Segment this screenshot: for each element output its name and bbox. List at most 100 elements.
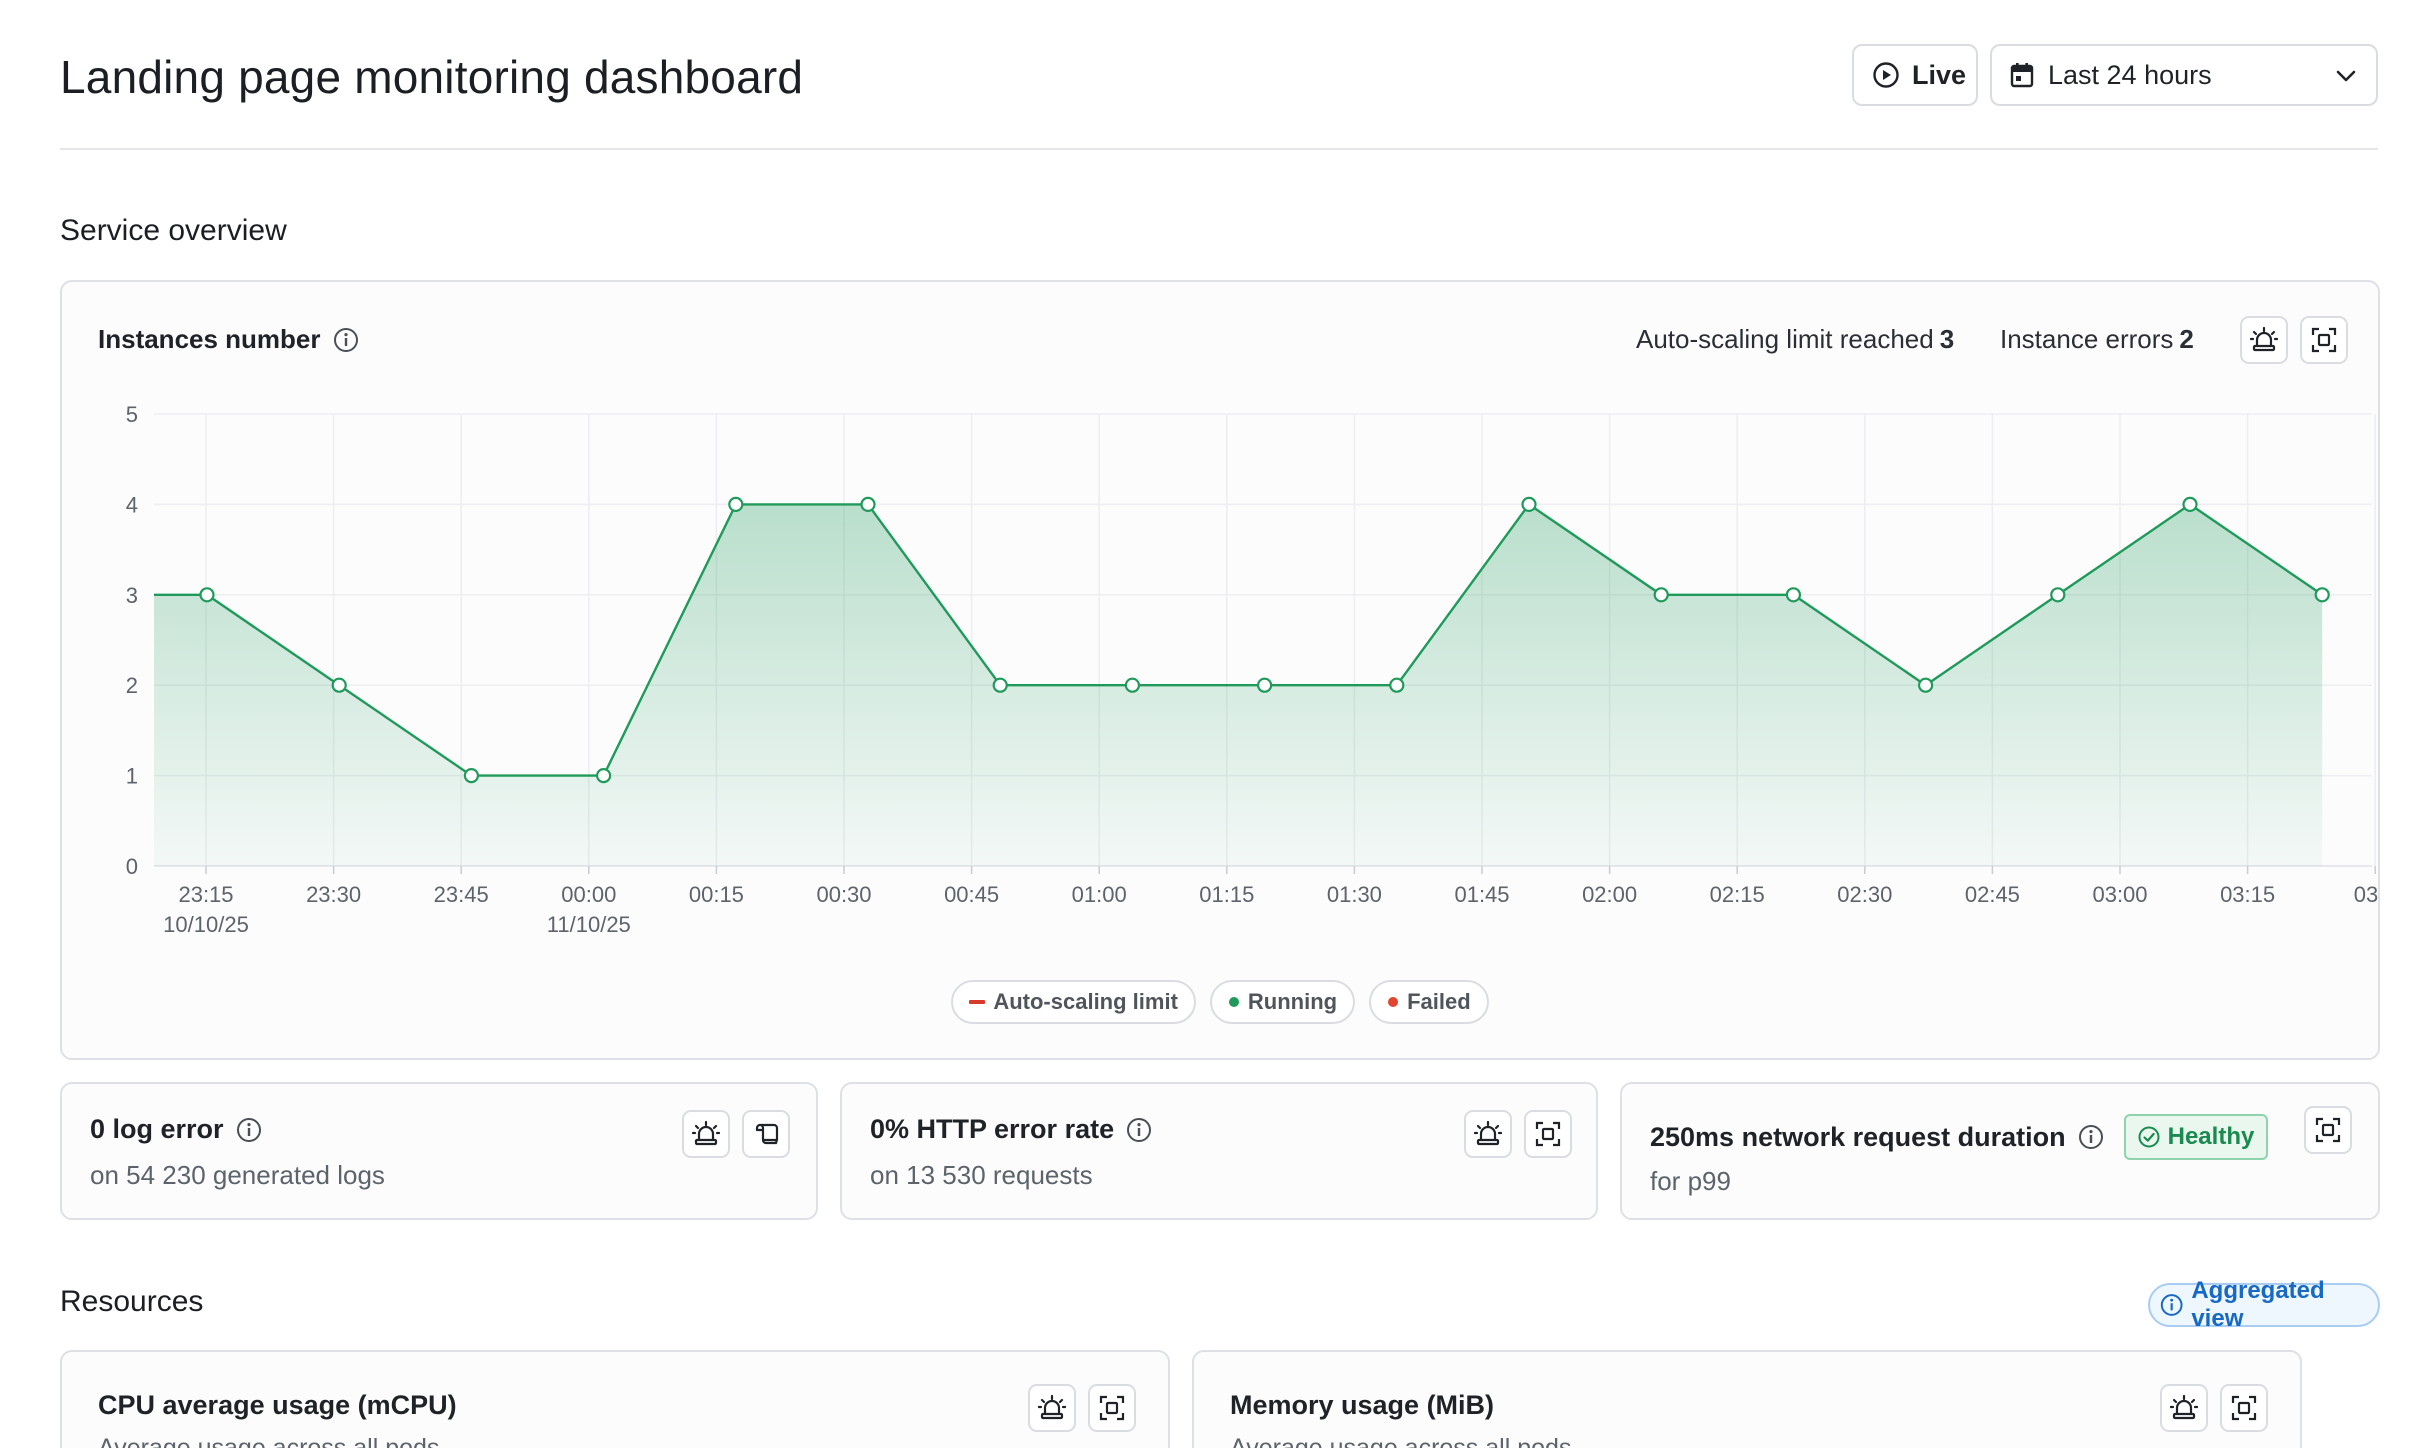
x-tick-label: 00:15 [689, 882, 744, 907]
check-circle-icon [2138, 1126, 2160, 1148]
x-tick-label: 23:15 [178, 882, 233, 907]
siren-icon [1038, 1394, 1066, 1420]
network-duration-card: 250ms network request duration Healthy f… [1620, 1082, 2380, 1220]
scroll-icon [755, 1123, 779, 1145]
alert-rule-button[interactable] [2160, 1384, 2208, 1432]
chevron-down-icon [2336, 70, 2356, 82]
metric-title-label: 0 log error [90, 1114, 224, 1144]
resource-card-subtitle: Average usage across all pods [98, 1434, 440, 1448]
status-badge-label: Healthy [2167, 1123, 2255, 1150]
autoscaling-limit-value: 3 [1939, 324, 1955, 354]
info-icon[interactable] [333, 327, 359, 353]
expand-chart-button[interactable] [1088, 1384, 1136, 1432]
time-range-value: Last 24 hours [2048, 59, 2212, 90]
chart-title: Instances number [98, 324, 359, 355]
legend-label: Auto-scaling limit [993, 989, 1178, 1014]
alert-rule-button[interactable] [1028, 1384, 1076, 1432]
siren-icon [692, 1120, 720, 1146]
fullscreen-icon [2315, 1117, 2341, 1143]
play-circle-icon [1873, 62, 1899, 88]
data-point [2050, 587, 2066, 603]
page-title: Landing page monitoring dashboard [60, 51, 804, 103]
x-tick-label: 03:00 [2092, 882, 2147, 907]
expand-chart-button[interactable] [1524, 1110, 1572, 1158]
chart-title-label: Instances number [98, 324, 321, 354]
data-point [199, 587, 215, 603]
data-point [1917, 677, 1934, 693]
siren-icon [1474, 1120, 1502, 1146]
data-point [2182, 496, 2198, 512]
instances-chart-card: Instances number Auto-scaling limit reac… [60, 280, 2380, 1060]
expand-chart-button[interactable] [2300, 316, 2348, 364]
x-tick-label: 02:30 [1837, 882, 1892, 907]
fullscreen-icon [2231, 1395, 2257, 1421]
data-point [1256, 677, 1273, 693]
autoscaling-limit-stat: Auto-scaling limit reached 3 [1636, 324, 1954, 355]
legend-item-running[interactable]: Running [1209, 980, 1356, 1024]
legend-item-failed[interactable]: Failed [1369, 980, 1489, 1024]
resource-card-subtitle: Average usage across all pods [1230, 1434, 1572, 1448]
x-tick-label: 00:45 [944, 882, 999, 907]
data-point [860, 496, 876, 512]
siren-icon [2250, 326, 2278, 352]
legend-item-autoscaling-limit[interactable]: Auto-scaling limit [951, 980, 1196, 1024]
resource-card-title: Memory usage (MiB) [1230, 1390, 1495, 1420]
alert-rule-button[interactable] [2240, 316, 2288, 364]
y-tick-label: 5 [126, 402, 138, 427]
info-icon [2160, 1294, 2183, 1316]
live-button[interactable]: Live [1852, 44, 1978, 106]
green-dot-icon [1228, 997, 1239, 1007]
y-tick-label: 3 [126, 583, 138, 608]
x-tick-label: 02:00 [1582, 882, 1637, 907]
section-title-service-overview: Service overview [60, 214, 287, 247]
legend-label: Running [1247, 989, 1338, 1014]
alert-rule-button[interactable] [682, 1110, 730, 1158]
legend-label: Failed [1407, 989, 1471, 1014]
metric-title: 0 log error [90, 1114, 262, 1145]
data-point [2314, 587, 2330, 603]
x-tick-label: 01:30 [1327, 882, 1382, 907]
series-line-running [154, 503, 2323, 777]
x-tick-label: 00:00 [561, 882, 616, 907]
time-range-select[interactable]: Last 24 hours [1990, 44, 2378, 106]
y-tick-label: 4 [126, 492, 138, 517]
y-tick-label: 1 [126, 764, 138, 789]
chart-legend: Auto-scaling limit Running Failed [62, 980, 2378, 1024]
expand-chart-button[interactable] [2304, 1106, 2352, 1154]
x-tick-label: 00:30 [816, 882, 871, 907]
red-dash-icon [969, 1000, 986, 1004]
x-tick-label: 01:15 [1199, 882, 1254, 907]
autoscaling-limit-label: Auto-scaling limit reached [1636, 324, 1934, 354]
x-tick-label: 02:45 [1965, 882, 2020, 907]
aggregated-view-button[interactable]: Aggregated view [2148, 1277, 2380, 1332]
data-point [331, 677, 347, 693]
expand-chart-button[interactable] [2220, 1384, 2268, 1432]
data-point [1785, 587, 1802, 603]
page-header: Landing page monitoring dashboard Live L… [60, 40, 2378, 150]
calendar-icon [2010, 63, 2034, 88]
view-logs-button[interactable] [742, 1110, 790, 1158]
metric-subtitle: for p99 [1650, 1166, 1731, 1196]
http-error-rate-card: 0% HTTP error rate on 13 530 requests [840, 1082, 1598, 1220]
metric-subtitle: on 54 230 generated logs [90, 1160, 385, 1190]
y-tick-label: 0 [126, 854, 138, 879]
data-point [1521, 496, 1537, 512]
metric-title-label: 250ms network request duration [1650, 1121, 2066, 1152]
x-tick-date-label: 11/10/25 [547, 912, 631, 937]
section-title-resources: Resources [60, 1285, 204, 1318]
y-tick-label: 2 [126, 673, 138, 698]
data-point [1653, 587, 1669, 603]
metric-title: 250ms network request duration Healthy [1650, 1114, 2269, 1160]
data-point [595, 768, 612, 784]
instance-errors-stat: Instance errors 2 [2000, 324, 2194, 355]
aggregated-view-label: Aggregated view [2191, 1277, 2325, 1332]
alert-rule-button[interactable] [1464, 1110, 1512, 1158]
x-tick-label: 01:00 [1072, 882, 1127, 907]
x-tick-label: 03:1 [2354, 882, 2378, 907]
fullscreen-icon [2311, 327, 2337, 353]
info-icon[interactable] [2078, 1124, 2104, 1150]
info-icon[interactable] [1126, 1117, 1152, 1143]
resource-card-title: CPU average usage (mCPU) [98, 1390, 457, 1420]
x-tick-label: 23:45 [434, 882, 489, 907]
info-icon[interactable] [236, 1117, 262, 1143]
